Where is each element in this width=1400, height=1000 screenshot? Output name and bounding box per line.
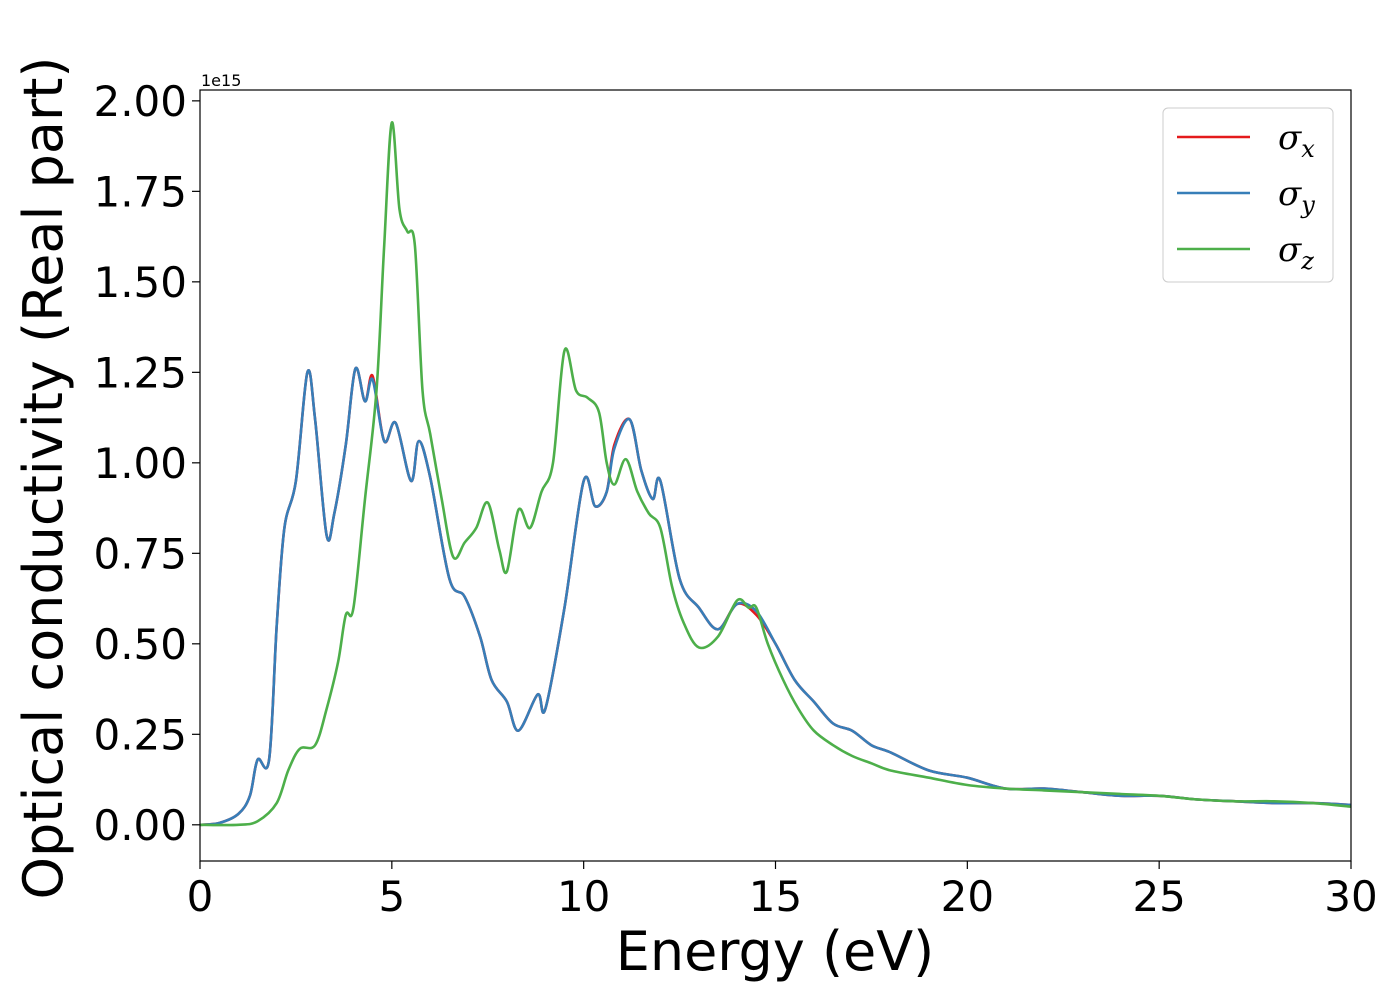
x-tick-label: 10 — [557, 872, 610, 921]
series-line-y — [199, 366, 1352, 827]
x-tick-label: 30 — [1324, 872, 1377, 921]
y-tick-label: 0.25 — [93, 710, 187, 759]
plot-lines — [199, 121, 1352, 827]
legend-box — [1162, 107, 1334, 283]
y-tick-label: 1.25 — [93, 348, 187, 397]
x-tick-label: 15 — [749, 872, 802, 921]
x-axis-label: Energy (eV) — [616, 920, 935, 983]
y-tick-label: 1.50 — [93, 258, 187, 307]
x-axis: 0 5 10 15 20 25 30 — [187, 861, 1378, 921]
y-tick-label: 0.75 — [93, 529, 187, 578]
y-tick-label: 0.50 — [93, 620, 187, 669]
y-offset-label: 1e15 — [201, 71, 241, 90]
y-tick-label: 2.00 — [93, 77, 187, 126]
y-axis-label: Optical conductivity (Real part) — [12, 57, 75, 900]
y-tick-label: 1.75 — [93, 167, 187, 216]
y-tick-label: 0.00 — [93, 801, 187, 850]
x-tick-label: 5 — [378, 872, 405, 921]
y-tick-label: 1.00 — [93, 439, 187, 488]
x-tick-label: 0 — [187, 872, 214, 921]
y-axis: 0.00 0.25 0.50 0.75 1.00 1.25 1.50 1.75 2.00 — [93, 77, 200, 850]
series-line-z — [199, 121, 1352, 827]
x-tick-label: 20 — [941, 872, 994, 921]
x-tick-label: 25 — [1132, 872, 1185, 921]
